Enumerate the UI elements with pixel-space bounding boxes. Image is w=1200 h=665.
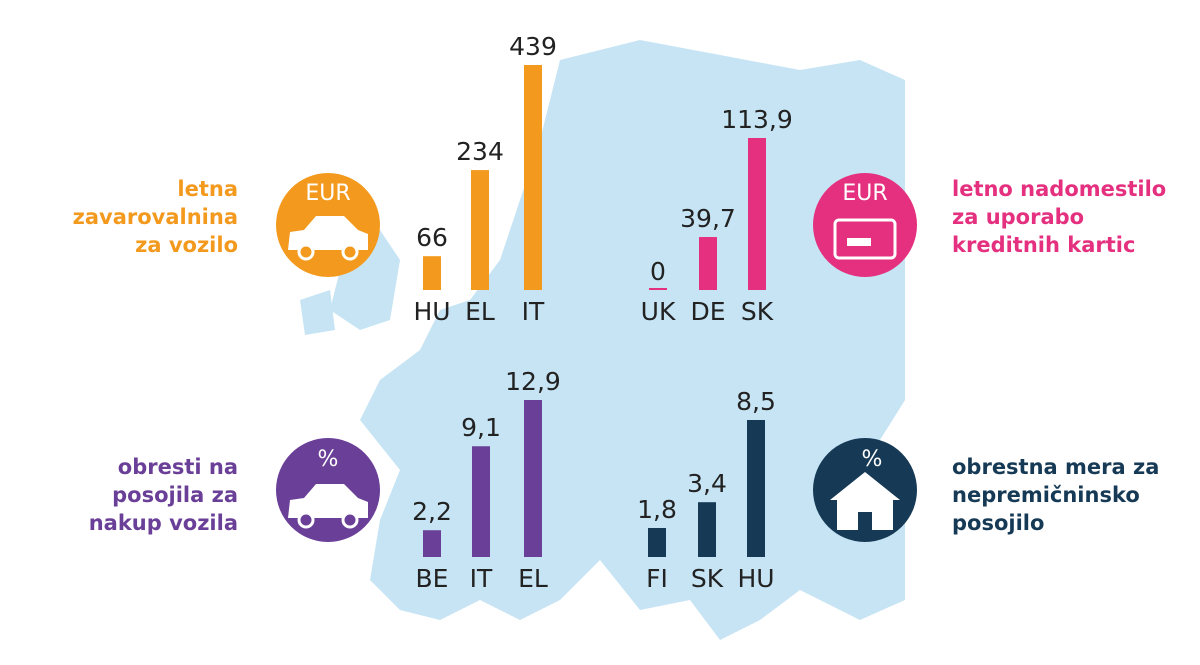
chart-title: letna bbox=[177, 177, 238, 201]
chart-title: zavarovalnina bbox=[73, 205, 238, 229]
category-label: FI bbox=[646, 564, 668, 593]
chart-title: za vozilo bbox=[135, 233, 238, 257]
bar bbox=[423, 530, 441, 557]
chart-title: posojila za bbox=[112, 483, 238, 507]
bar bbox=[472, 446, 490, 557]
icon-label: EUR bbox=[842, 181, 887, 206]
category-label: HU bbox=[413, 297, 450, 326]
value-label: 8,5 bbox=[736, 387, 776, 416]
category-label: BE bbox=[416, 564, 449, 593]
bar bbox=[648, 527, 666, 557]
category-label: EL bbox=[518, 564, 548, 593]
chart-title: letno nadomestilo bbox=[952, 177, 1166, 201]
value-label: 39,7 bbox=[680, 204, 736, 233]
bar bbox=[423, 256, 441, 290]
value-label: 3,4 bbox=[687, 469, 727, 498]
chart-title: za uporabo bbox=[952, 205, 1084, 229]
value-label: 234 bbox=[456, 137, 504, 166]
icon-label: % bbox=[862, 447, 883, 472]
bar bbox=[471, 170, 489, 290]
bar bbox=[699, 237, 717, 290]
category-label: UK bbox=[641, 297, 676, 326]
chart-title: nepremičninsko bbox=[952, 483, 1140, 507]
value-label: 12,9 bbox=[505, 367, 561, 396]
bar bbox=[748, 138, 766, 290]
category-label: EL bbox=[465, 297, 495, 326]
value-label: 2,2 bbox=[412, 497, 452, 526]
bar bbox=[524, 400, 542, 557]
icon-car-loan: % bbox=[276, 438, 380, 542]
map-background bbox=[300, 40, 905, 640]
value-label: 113,9 bbox=[721, 105, 793, 134]
icon-card: EUR bbox=[813, 173, 917, 277]
chart-title: nakup vozila bbox=[89, 511, 238, 535]
category-label: DE bbox=[690, 297, 725, 326]
icon-label: % bbox=[318, 447, 339, 472]
icon-insurance: EUR bbox=[276, 173, 380, 277]
chart-title: obresti na bbox=[118, 455, 238, 479]
category-label: IT bbox=[470, 564, 493, 593]
category-label: IT bbox=[522, 297, 545, 326]
value-label: 1,8 bbox=[637, 495, 677, 524]
bar bbox=[747, 420, 765, 557]
chart-title: posojilo bbox=[952, 511, 1044, 535]
bar bbox=[698, 502, 716, 557]
category-label: HU bbox=[737, 564, 774, 593]
bar bbox=[524, 65, 542, 290]
value-label: 439 bbox=[509, 32, 557, 61]
value-label: 9,1 bbox=[461, 413, 501, 442]
value-label: 0 bbox=[650, 257, 666, 286]
category-label: SK bbox=[691, 564, 724, 593]
chart-title: kreditnih kartic bbox=[952, 233, 1135, 257]
value-label: 66 bbox=[416, 223, 448, 252]
category-label: SK bbox=[741, 297, 774, 326]
chart-title: obrestna mera za bbox=[952, 455, 1159, 479]
bar-zero bbox=[649, 288, 667, 290]
icon-label: EUR bbox=[305, 181, 350, 206]
icon-house: % bbox=[813, 438, 917, 542]
